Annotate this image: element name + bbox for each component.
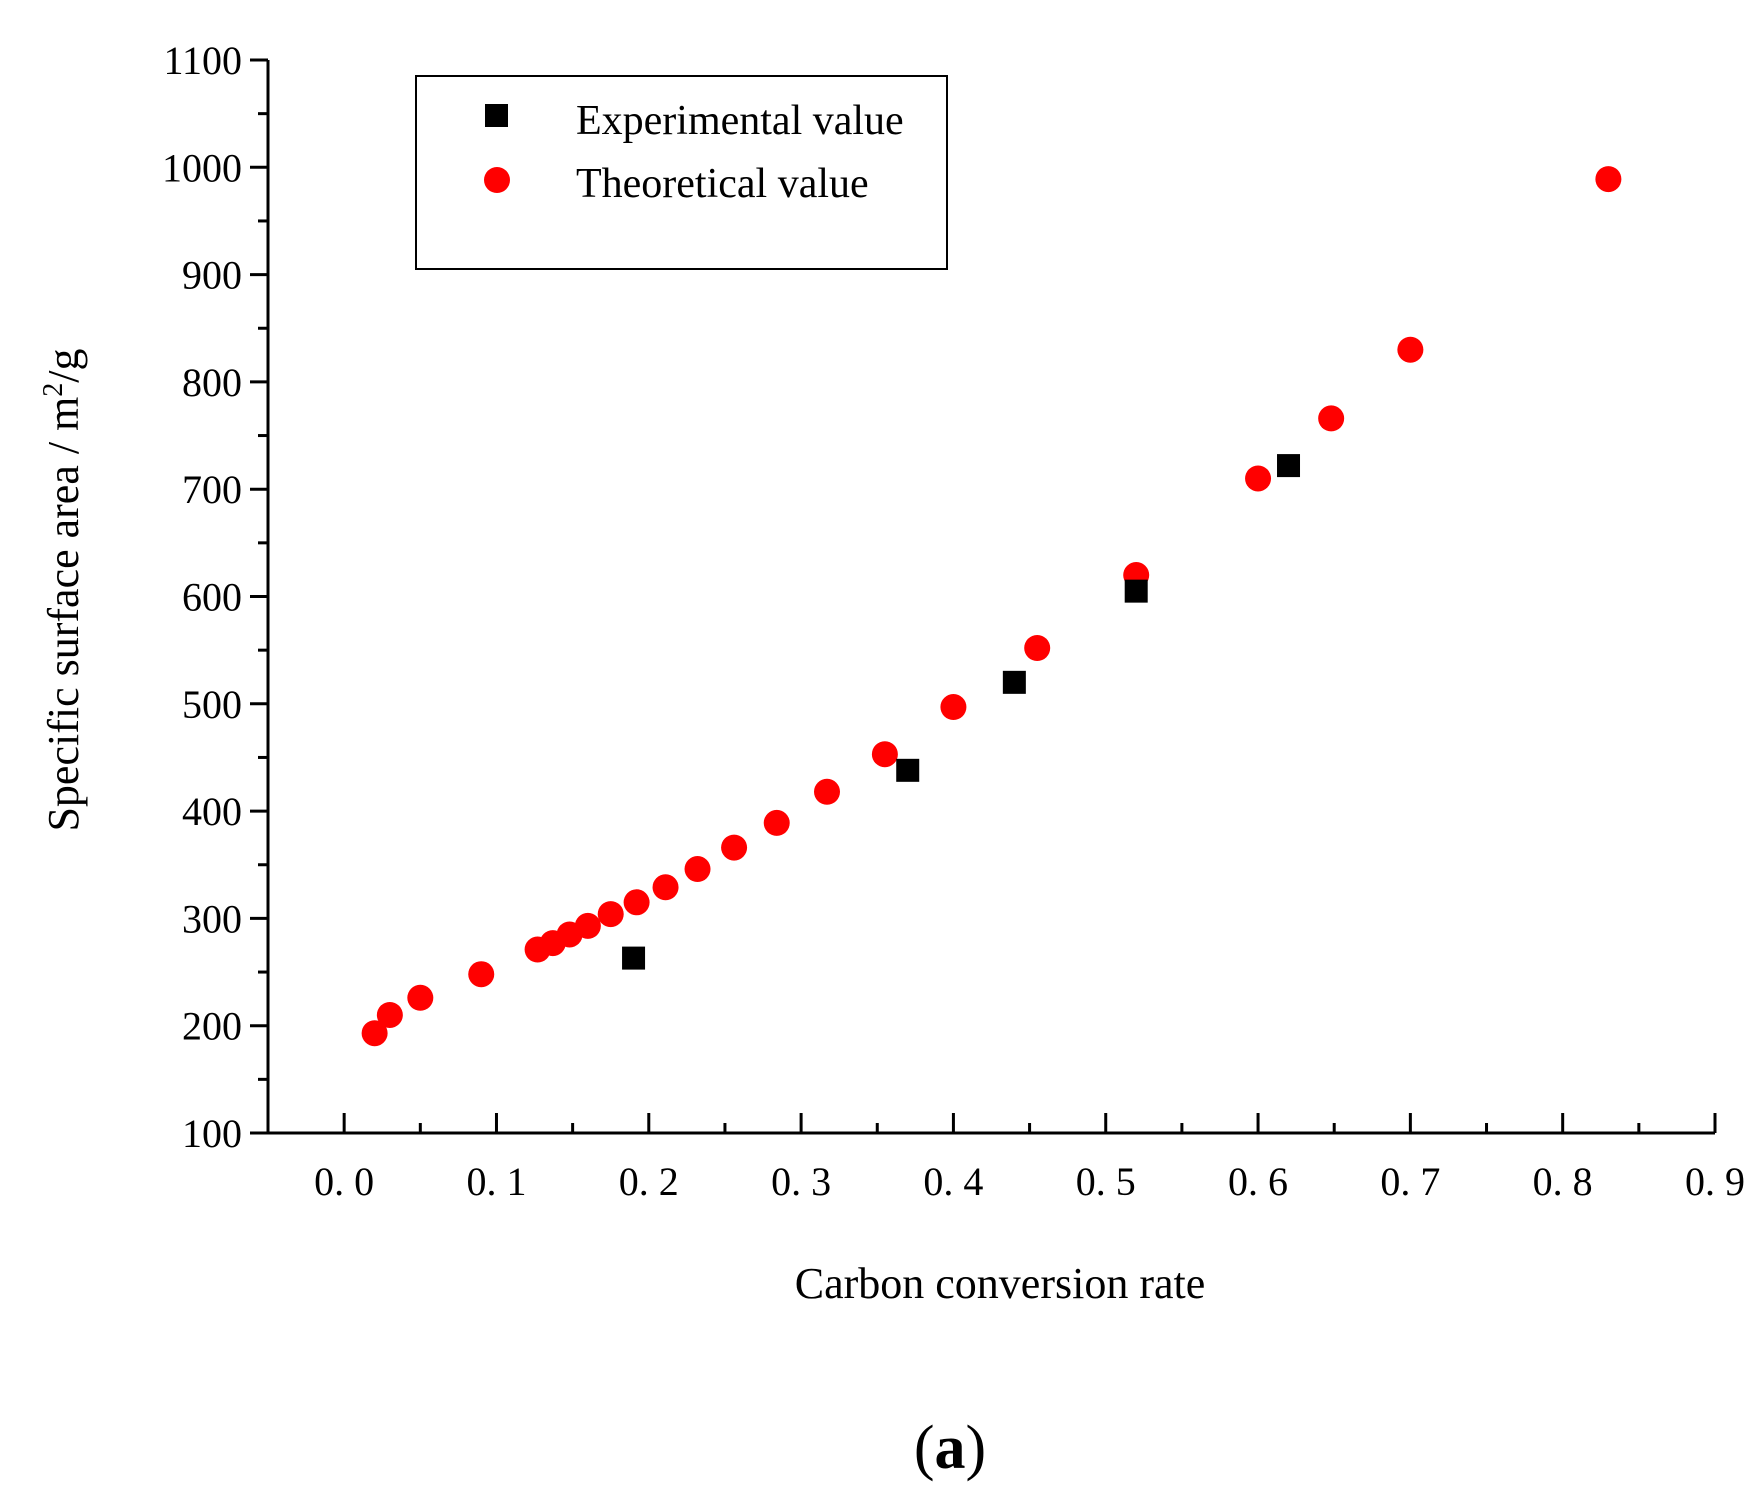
y-tick-label: 600 xyxy=(182,575,242,620)
legend: Experimental value Theoretical value xyxy=(415,75,948,270)
y-tick-label: 700 xyxy=(182,467,242,512)
y-tick-label: 900 xyxy=(182,253,242,298)
panel-label-close: ) xyxy=(966,1414,987,1482)
y-axis-title: Specific surface area / m2/g xyxy=(38,348,88,831)
theoretical-point xyxy=(940,694,967,721)
legend-marker-experimental xyxy=(485,104,508,127)
y-axis-title-base: Specific surface area / m xyxy=(39,397,88,832)
y-tick-label: 100 xyxy=(182,1111,242,1156)
y-axis-title-superscript: 2 xyxy=(38,383,69,397)
y-tick-label: 800 xyxy=(182,360,242,405)
x-tick-label: 0. 9 xyxy=(1685,1159,1745,1204)
theoretical-point xyxy=(652,874,679,901)
legend-marker-theoretical xyxy=(484,167,510,193)
x-axis-title: Carbon conversion rate xyxy=(795,1259,1206,1308)
y-ticks: 100 200 300 400 500 600 700 800 900 1000 1100 xyxy=(162,38,268,1156)
theoretical-point xyxy=(1318,405,1345,432)
theoretical-point xyxy=(1397,336,1424,363)
theoretical-point xyxy=(361,1020,388,1047)
panel-label-open: ( xyxy=(914,1414,935,1482)
x-ticks: 0. 0 0. 1 0. 2 0. 3 0. 4 0. 5 0. 6 0. 7 0. 8 0. 9 xyxy=(266,1113,1745,1204)
theoretical-point xyxy=(1245,465,1272,492)
theoretical-point xyxy=(721,834,748,861)
theoretical-point xyxy=(871,741,898,768)
y-tick-label: 1100 xyxy=(163,38,242,83)
theoretical-point xyxy=(1595,166,1622,193)
x-tick-label: 0. 3 xyxy=(771,1159,831,1204)
y-tick-label: 1000 xyxy=(162,145,242,190)
theoretical-point xyxy=(376,1001,403,1028)
panel-label: (a) xyxy=(914,1414,986,1482)
legend-label-experimental: Experimental value xyxy=(576,98,904,144)
theoretical-point xyxy=(684,856,711,883)
experimental-point xyxy=(622,946,646,970)
theoretical-point xyxy=(574,912,601,939)
y-tick-label: 400 xyxy=(182,789,242,834)
theoretical-point xyxy=(813,778,840,805)
theoretical-point xyxy=(407,984,434,1011)
legend-label-theoretical: Theoretical value xyxy=(576,161,869,207)
panel-label-letter: a xyxy=(935,1414,966,1482)
x-tick-label: 0. 1 xyxy=(466,1159,526,1204)
experimental-point xyxy=(1277,454,1301,478)
x-tick-label: 0. 7 xyxy=(1380,1159,1440,1204)
theoretical-point xyxy=(1024,635,1051,662)
experimental-point xyxy=(1124,579,1148,603)
x-tick-label: 0. 8 xyxy=(1533,1159,1593,1204)
x-tick-label: 0. 5 xyxy=(1076,1159,1136,1204)
y-axis-title-suffix: /g xyxy=(39,348,88,382)
experimental-point xyxy=(1002,670,1026,694)
theoretical-point xyxy=(597,901,624,928)
x-tick-label: 0. 0 xyxy=(314,1159,374,1204)
theoretical-point xyxy=(468,961,495,988)
experimental-point xyxy=(896,758,920,782)
theoretical-point xyxy=(763,809,790,836)
x-tick-label: 0. 2 xyxy=(619,1159,679,1204)
theoretical-point xyxy=(623,889,650,916)
y-tick-label: 500 xyxy=(182,682,242,727)
x-tick-label: 0. 6 xyxy=(1228,1159,1288,1204)
y-tick-label: 200 xyxy=(182,1004,242,1049)
y-tick-label: 300 xyxy=(182,896,242,941)
x-tick-label: 0. 4 xyxy=(923,1159,983,1204)
data-markers xyxy=(361,166,1622,1047)
